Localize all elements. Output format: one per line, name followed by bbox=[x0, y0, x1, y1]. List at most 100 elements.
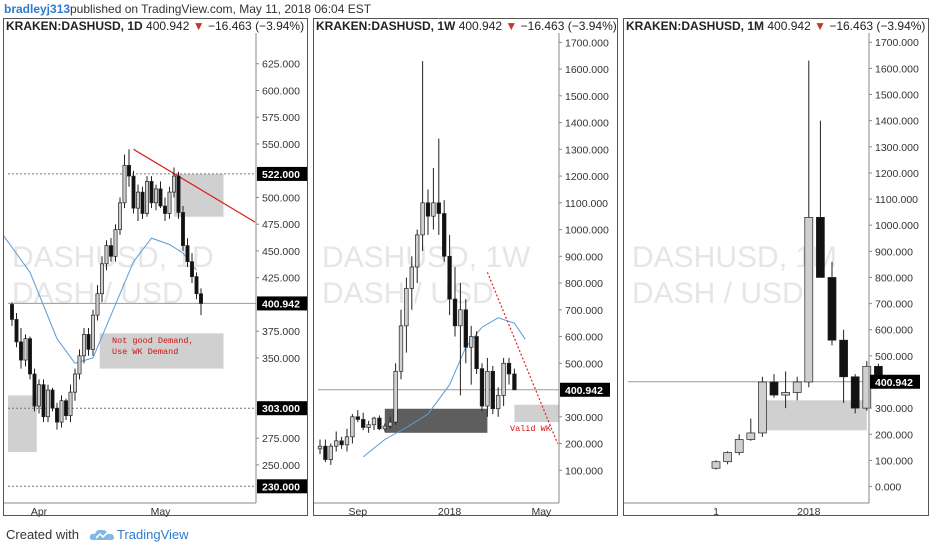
username-link[interactable]: bradleyj313 bbox=[4, 2, 71, 16]
price-level-label: 400.942 bbox=[565, 385, 603, 397]
y-tick-label: 0.000 bbox=[875, 482, 901, 494]
y-tick-label: 200.000 bbox=[565, 439, 603, 451]
monthly-chart-panel[interactable]: KRAKEN:DASHUSD, 1M 400.942 ▼ −16.463 (−3… bbox=[623, 18, 930, 517]
y-tick-label: 1200.000 bbox=[875, 168, 919, 180]
interval-label: 1D bbox=[127, 19, 143, 33]
change-percent: (−3.94%) bbox=[255, 19, 305, 33]
x-tick-label: May bbox=[151, 506, 172, 517]
zone-rect bbox=[99, 333, 224, 369]
candle-body bbox=[37, 384, 41, 407]
candle-body bbox=[131, 175, 136, 209]
down-arrow-icon: ▼ bbox=[814, 19, 826, 33]
price-level-tag bbox=[257, 479, 307, 494]
candle-body bbox=[190, 261, 194, 277]
y-tick-label: 1400.000 bbox=[565, 118, 609, 130]
candle-body bbox=[355, 416, 360, 420]
chart-title: KRAKEN:DASHUSD, 1W 400.942 ▼ −16.463 (−3… bbox=[316, 19, 617, 33]
price-level-label: 400.942 bbox=[875, 377, 913, 389]
candle-body bbox=[82, 334, 86, 357]
candle-body bbox=[769, 381, 779, 396]
candle-body bbox=[758, 381, 767, 434]
candle-body bbox=[804, 216, 814, 383]
candle-body bbox=[344, 436, 350, 446]
change-value: −16.463 bbox=[520, 19, 565, 33]
moving-average-line bbox=[362, 317, 526, 458]
y-tick-label: 1200.000 bbox=[565, 171, 609, 183]
candle-body bbox=[323, 445, 328, 460]
candle-body bbox=[469, 336, 474, 348]
y-tick-label: 275.000 bbox=[262, 433, 300, 445]
candle-body bbox=[361, 419, 366, 428]
y-tick-label: 500.000 bbox=[875, 351, 913, 363]
candle-body bbox=[377, 417, 382, 430]
y-tick-label: 900.000 bbox=[875, 246, 913, 258]
y-tick-label: 1700.000 bbox=[875, 37, 919, 49]
x-tick-label: Sep bbox=[348, 506, 367, 517]
candle-body bbox=[59, 400, 64, 423]
y-tick-label: 100.000 bbox=[565, 465, 603, 477]
weekly-chart-panel[interactable]: KRAKEN:DASHUSD, 1W 400.942 ▼ −16.463 (−3… bbox=[313, 18, 619, 517]
candle-body bbox=[86, 334, 91, 350]
candle-body bbox=[485, 370, 490, 407]
candle-body bbox=[862, 365, 872, 409]
price-level-tag bbox=[257, 401, 307, 416]
candle-body bbox=[827, 277, 837, 341]
candle-body bbox=[167, 191, 172, 214]
change-percent: (−3.94%) bbox=[567, 19, 617, 33]
candle-body bbox=[447, 255, 452, 300]
candle-body bbox=[746, 432, 756, 440]
price-level-tag bbox=[257, 296, 307, 311]
x-tick-label: 1 bbox=[713, 506, 719, 517]
trend-line bbox=[486, 272, 559, 444]
candle-body bbox=[334, 440, 339, 447]
candle-body bbox=[792, 381, 802, 393]
y-tick-label: 350.000 bbox=[262, 353, 300, 365]
candle-body bbox=[382, 425, 387, 430]
candle-body bbox=[176, 175, 181, 213]
price-level-label: 303.000 bbox=[262, 403, 300, 415]
price-value: 400.942 bbox=[458, 19, 503, 33]
candle-body bbox=[158, 188, 163, 207]
tradingview-brand-link[interactable]: TradingView bbox=[117, 527, 189, 542]
down-arrow-icon: ▼ bbox=[192, 19, 205, 33]
candle-body bbox=[172, 175, 176, 193]
zone-rect bbox=[384, 408, 488, 433]
candle-body bbox=[816, 216, 825, 278]
zone-rect bbox=[174, 173, 224, 217]
candle-body bbox=[506, 362, 512, 375]
y-tick-label: 600.000 bbox=[262, 85, 300, 97]
interval-label: 1W bbox=[437, 19, 456, 33]
candle-body bbox=[420, 202, 425, 236]
candle-body bbox=[140, 191, 145, 214]
y-tick-label: 300.000 bbox=[565, 412, 603, 424]
candle-body bbox=[23, 338, 28, 361]
candle-body bbox=[512, 373, 517, 391]
daily-chart-panel[interactable]: KRAKEN:DASHUSD, 1D 400.942 ▼ −16.463 (−3… bbox=[3, 18, 309, 517]
candle-body bbox=[393, 370, 398, 423]
y-tick-label: 375.000 bbox=[262, 326, 300, 338]
candle-body bbox=[734, 439, 744, 453]
candle-body bbox=[479, 368, 485, 407]
annotation-text: Not good Demand, bbox=[112, 336, 194, 346]
symbol-label: KRAKEN:DASHUSD bbox=[6, 19, 121, 33]
candle-body bbox=[118, 202, 122, 230]
y-tick-label: 475.000 bbox=[262, 219, 300, 231]
candle-body bbox=[100, 263, 104, 295]
tradingview-cloud-icon[interactable] bbox=[89, 528, 115, 547]
y-tick-label: 700.000 bbox=[565, 305, 603, 317]
y-tick-label: 200.000 bbox=[875, 429, 913, 441]
y-tick-label: 625.000 bbox=[262, 59, 300, 71]
created-with-label: Created with bbox=[6, 527, 79, 542]
price-level-label: 230.000 bbox=[262, 481, 300, 493]
y-tick-label: 1600.000 bbox=[875, 63, 919, 75]
candle-body bbox=[149, 181, 154, 204]
candle-body bbox=[109, 245, 113, 257]
symbol-label: KRAKEN:DASHUSD bbox=[626, 19, 741, 33]
interval-label: 1M bbox=[747, 19, 765, 33]
candle-body bbox=[10, 304, 14, 320]
candle-body bbox=[474, 336, 479, 369]
y-tick-label: 500.000 bbox=[262, 192, 300, 204]
